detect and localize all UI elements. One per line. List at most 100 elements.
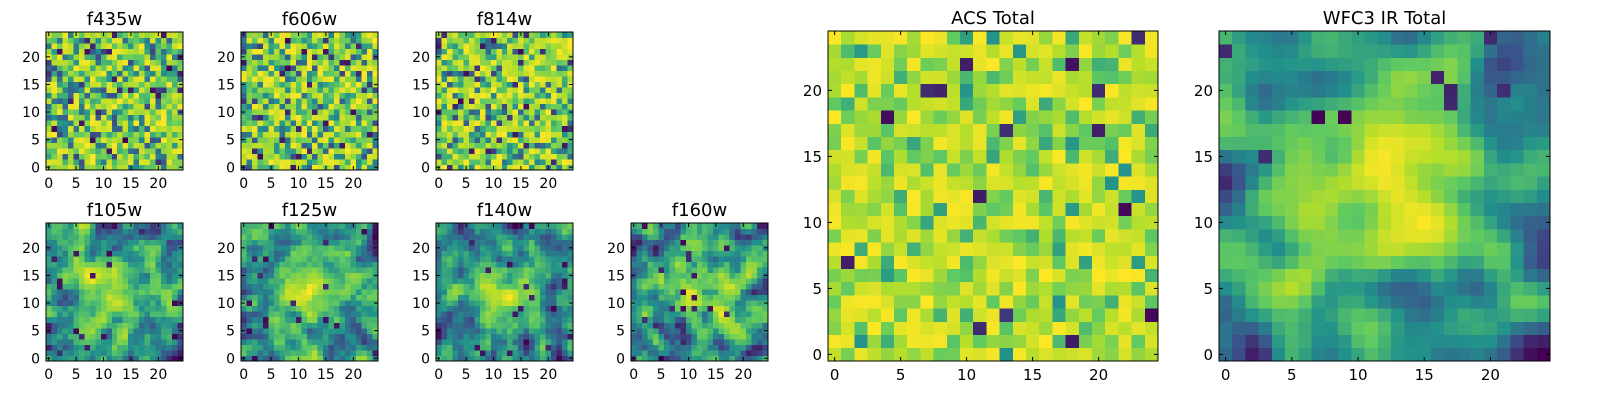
heatmap-cell [73, 54, 80, 60]
heatmap-cell [446, 59, 453, 66]
heatmap-cell [273, 43, 280, 49]
heatmap-cell [490, 311, 497, 318]
heatmap-cell [284, 164, 291, 171]
x-tick-label: 0 [44, 367, 53, 383]
heatmap-cell [631, 349, 637, 356]
heatmap-cell [474, 54, 481, 60]
heatmap-cell [301, 125, 308, 132]
heatmap-cell [512, 311, 519, 318]
heatmap-cell [290, 327, 297, 334]
y-tick-label: 10 [217, 296, 235, 312]
heatmap-cell [257, 43, 264, 49]
heatmap-cell [89, 228, 96, 235]
heatmap-cell [751, 327, 758, 334]
heatmap-cell [446, 164, 453, 171]
heatmap-cell [1105, 347, 1119, 362]
heatmap-cell [361, 349, 368, 356]
heatmap-cell [84, 272, 91, 279]
heatmap-cell [301, 344, 308, 351]
heatmap-cell [273, 114, 280, 121]
heatmap-cell [707, 305, 714, 312]
heatmap-cell [762, 289, 769, 296]
heatmap-cell [367, 98, 373, 105]
heatmap-cell [669, 261, 676, 268]
heatmap-cell [246, 344, 253, 351]
heatmap-cell [696, 300, 703, 307]
heatmap-cell [273, 223, 280, 229]
heatmap-cell [128, 136, 135, 143]
heatmap-cell [111, 87, 118, 94]
heatmap-cell [251, 59, 258, 66]
heatmap-cell [356, 81, 362, 88]
heatmap-cell [73, 316, 80, 323]
heatmap-cell [452, 32, 459, 38]
heatmap-cell [84, 164, 91, 171]
heatmap-cell [356, 355, 362, 362]
heatmap-cell [100, 54, 107, 60]
heatmap-cell [67, 87, 74, 94]
heatmap-cell [496, 147, 503, 154]
heatmap-cell [139, 48, 146, 55]
heatmap-cell [339, 338, 346, 345]
heatmap-cell [636, 283, 643, 290]
heatmap-cell [328, 250, 335, 257]
heatmap-cell [268, 305, 275, 312]
heatmap-cell [534, 283, 541, 290]
heatmap-cell [663, 338, 670, 345]
heatmap-cell [290, 136, 297, 143]
heatmap-cell [262, 289, 269, 296]
heatmap-cell [1131, 347, 1146, 362]
heatmap-cell [457, 164, 464, 171]
heatmap-cell [251, 223, 258, 229]
heatmap-cell [89, 65, 96, 72]
heatmap-cell [512, 109, 519, 116]
heatmap-cell [312, 147, 319, 154]
heatmap-cell [1131, 189, 1146, 203]
heatmap-cell [361, 245, 368, 251]
heatmap-cell [534, 81, 541, 88]
heatmap-cell [479, 136, 486, 143]
heatmap-cell [446, 250, 453, 257]
heatmap-cell [150, 87, 156, 94]
heatmap-cell [534, 120, 541, 127]
heatmap-cell [78, 136, 85, 143]
heatmap-cell [62, 300, 69, 307]
heatmap-cell [372, 338, 379, 345]
heatmap-cell [334, 37, 341, 44]
heatmap-cell [46, 131, 52, 138]
heatmap-cell [295, 289, 302, 296]
heatmap-cell [251, 311, 258, 318]
heatmap-cell [441, 349, 448, 356]
heatmap-cell [562, 223, 568, 229]
heatmap-cell [729, 250, 736, 257]
heatmap-cell [485, 355, 492, 362]
heatmap-cell [117, 92, 124, 99]
axes-frame [630, 222, 769, 362]
heatmap-cell [446, 87, 453, 94]
heatmap-cell [89, 283, 96, 290]
heatmap-cell [46, 305, 52, 312]
heatmap-cell [496, 278, 503, 285]
heatmap-cell [854, 334, 868, 349]
heatmap-cell [463, 65, 470, 72]
heatmap-cell [51, 87, 58, 94]
heatmap-cell [323, 48, 330, 55]
heatmap-cell [880, 229, 895, 243]
heatmap-cell [446, 344, 453, 351]
heatmap-cell [251, 120, 258, 127]
heatmap-cell [95, 245, 102, 251]
heatmap-cell [361, 147, 368, 154]
heatmap-cell [78, 114, 85, 121]
heatmap-cell [518, 114, 525, 121]
heatmap-cell [452, 103, 459, 110]
heatmap-cell [356, 103, 362, 110]
heatmap-cell [339, 43, 346, 49]
heatmap-cell [490, 256, 497, 263]
heatmap-cell [496, 239, 503, 246]
heatmap-cell [907, 347, 921, 362]
heatmap-cell [501, 311, 508, 318]
heatmap-cell [67, 153, 74, 160]
heatmap-cell [95, 311, 102, 318]
heatmap-cell [751, 316, 758, 323]
